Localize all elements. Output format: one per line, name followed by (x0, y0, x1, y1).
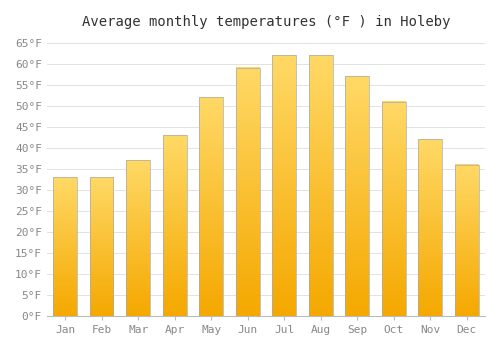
Bar (126, 160, 150, 316)
Bar (382, 102, 406, 316)
Bar (418, 139, 442, 316)
Bar (272, 55, 296, 316)
Bar (200, 97, 223, 316)
Title: Average monthly temperatures (°F ) in Holeby: Average monthly temperatures (°F ) in Ho… (82, 15, 450, 29)
Bar (90, 177, 114, 316)
Bar (309, 55, 332, 316)
Bar (455, 164, 478, 316)
Bar (346, 76, 369, 316)
Bar (54, 177, 77, 316)
Bar (236, 68, 260, 316)
Bar (163, 135, 186, 316)
